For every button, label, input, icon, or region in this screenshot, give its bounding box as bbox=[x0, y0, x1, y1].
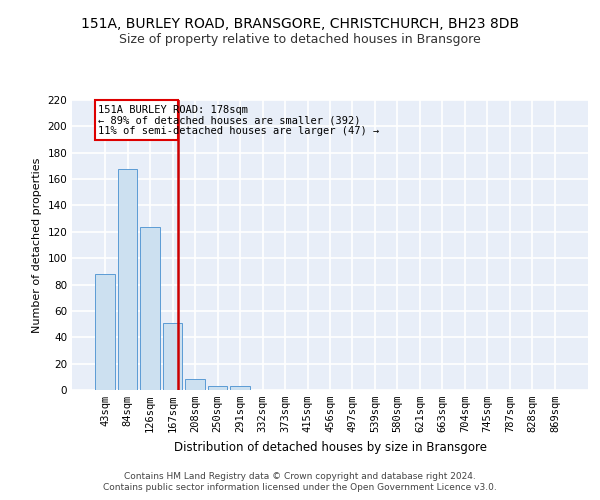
Bar bbox=[140, 226, 160, 390]
Bar bbox=[185, 380, 205, 390]
Bar bbox=[230, 386, 250, 390]
Bar bbox=[163, 323, 182, 390]
Text: Contains HM Land Registry data © Crown copyright and database right 2024.
Contai: Contains HM Land Registry data © Crown c… bbox=[103, 472, 497, 492]
Bar bbox=[95, 100, 178, 140]
Text: ← 89% of detached houses are smaller (392): ← 89% of detached houses are smaller (39… bbox=[98, 116, 361, 126]
Bar bbox=[95, 274, 115, 390]
Bar bbox=[208, 386, 227, 390]
Text: 11% of semi-detached houses are larger (47) →: 11% of semi-detached houses are larger (… bbox=[98, 126, 380, 136]
Text: 151A, BURLEY ROAD, BRANSGORE, CHRISTCHURCH, BH23 8DB: 151A, BURLEY ROAD, BRANSGORE, CHRISTCHUR… bbox=[81, 18, 519, 32]
X-axis label: Distribution of detached houses by size in Bransgore: Distribution of detached houses by size … bbox=[173, 440, 487, 454]
Bar bbox=[118, 168, 137, 390]
Text: 151A BURLEY ROAD: 178sqm: 151A BURLEY ROAD: 178sqm bbox=[98, 106, 248, 116]
Y-axis label: Number of detached properties: Number of detached properties bbox=[32, 158, 42, 332]
Text: Size of property relative to detached houses in Bransgore: Size of property relative to detached ho… bbox=[119, 32, 481, 46]
